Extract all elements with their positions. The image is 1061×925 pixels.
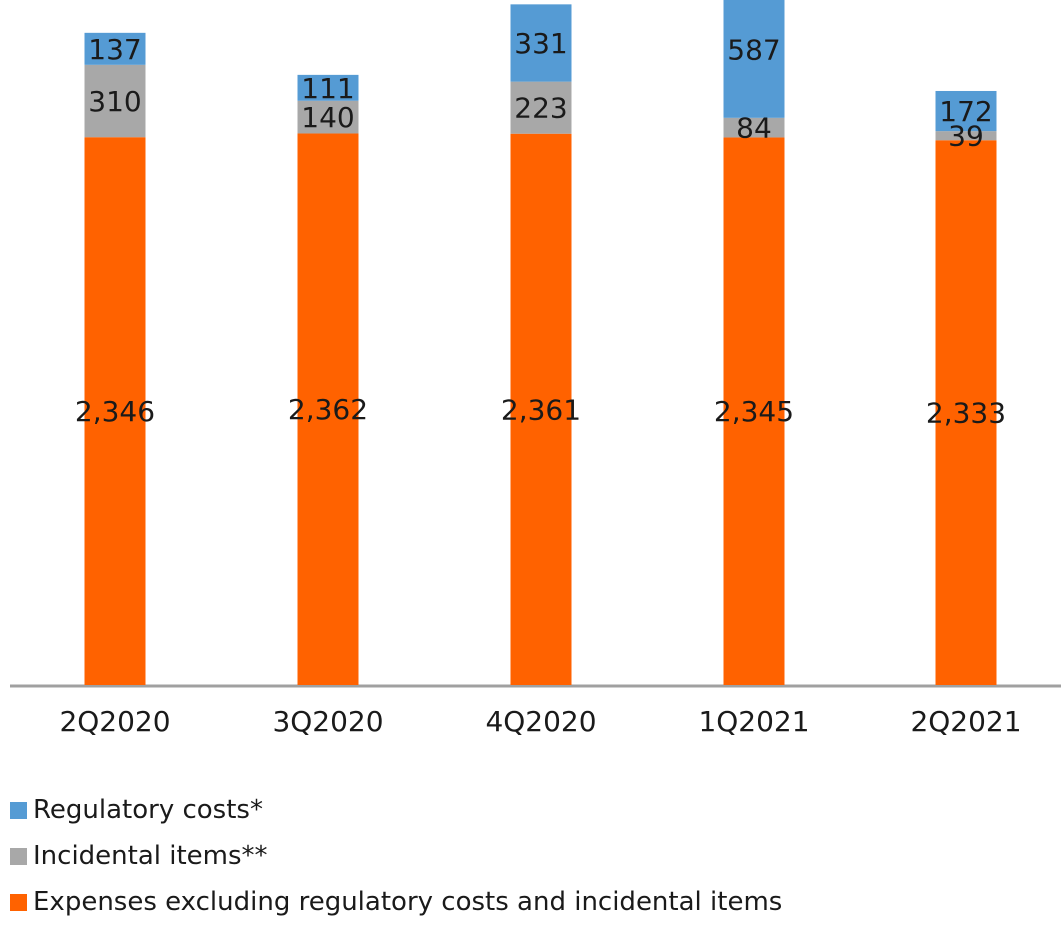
bar-regulatory-3Q2020 bbox=[297, 74, 359, 101]
bar-regulatory-2Q2021 bbox=[935, 90, 997, 132]
bar-incidental-1Q2021 bbox=[723, 117, 785, 138]
data-label-regulatory-1Q2021: 587 bbox=[727, 33, 780, 66]
bar-regulatory-1Q2021 bbox=[723, 0, 785, 118]
data-label-regulatory-3Q2020: 111 bbox=[301, 72, 354, 105]
bar-regulatory-4Q2020 bbox=[510, 4, 572, 82]
data-label-expenses-4Q2020: 2,361 bbox=[501, 393, 581, 426]
bar-expenses-2Q2020 bbox=[84, 137, 146, 686]
data-label-expenses-2Q2020: 2,346 bbox=[75, 395, 155, 428]
bars-group bbox=[84, 0, 997, 686]
bar-incidental-3Q2020 bbox=[297, 100, 359, 134]
legend-label-regulatory: Regulatory costs* bbox=[33, 795, 263, 825]
data-label-regulatory-2Q2020: 137 bbox=[88, 33, 141, 66]
data-label-incidental-2Q2021: 39 bbox=[948, 120, 984, 153]
legend-item-regulatory: Regulatory costs* bbox=[10, 787, 782, 833]
bar-regulatory-2Q2020 bbox=[84, 32, 146, 65]
x-tick-labels-group: 2Q2020 3Q2020 4Q2020 1Q2021 2Q2021 bbox=[59, 705, 1021, 738]
bar-expenses-2Q2021 bbox=[935, 140, 997, 685]
data-label-expenses-3Q2020: 2,362 bbox=[288, 393, 368, 426]
bar-expenses-4Q2020 bbox=[510, 133, 572, 686]
data-label-regulatory-4Q2020: 331 bbox=[514, 27, 567, 60]
data-label-incidental-2Q2020: 310 bbox=[88, 85, 141, 118]
bar-expenses-3Q2020 bbox=[297, 133, 359, 685]
data-label-incidental-1Q2021: 84 bbox=[736, 112, 772, 145]
bar-incidental-2Q2021 bbox=[935, 131, 997, 141]
bar-expenses-1Q2021 bbox=[723, 137, 785, 685]
data-label-expenses-2Q2021: 2,333 bbox=[926, 397, 1006, 430]
legend-label-expenses: Expenses excluding regulatory costs and … bbox=[33, 887, 783, 917]
x-tick-label-2Q2021: 2Q2021 bbox=[910, 705, 1021, 738]
legend-swatch-incidental bbox=[10, 847, 27, 865]
data-label-incidental-4Q2020: 223 bbox=[514, 92, 567, 125]
legend-label-incidental: Incidental items** bbox=[33, 841, 268, 871]
legend-swatch-regulatory bbox=[10, 801, 27, 819]
legend-item-incidental: Incidental items** bbox=[10, 833, 782, 879]
x-tick-label-3Q2020: 3Q2020 bbox=[272, 705, 383, 738]
legend-swatch-expenses bbox=[10, 893, 27, 911]
legend-item-expenses: Expenses excluding regulatory costs and … bbox=[10, 879, 782, 925]
data-label-expenses-1Q2021: 2,345 bbox=[714, 395, 794, 428]
bar-incidental-2Q2020 bbox=[84, 64, 146, 138]
data-label-regulatory-2Q2021: 172 bbox=[939, 95, 992, 128]
data-label-incidental-3Q2020: 140 bbox=[301, 101, 354, 134]
x-tick-label-4Q2020: 4Q2020 bbox=[485, 705, 596, 738]
legend: Regulatory costs* Incidental items** Exp… bbox=[10, 787, 782, 925]
x-tick-label-2Q2020: 2Q2020 bbox=[59, 705, 170, 738]
bar-incidental-4Q2020 bbox=[510, 81, 572, 134]
x-tick-label-1Q2021: 1Q2021 bbox=[698, 705, 809, 738]
